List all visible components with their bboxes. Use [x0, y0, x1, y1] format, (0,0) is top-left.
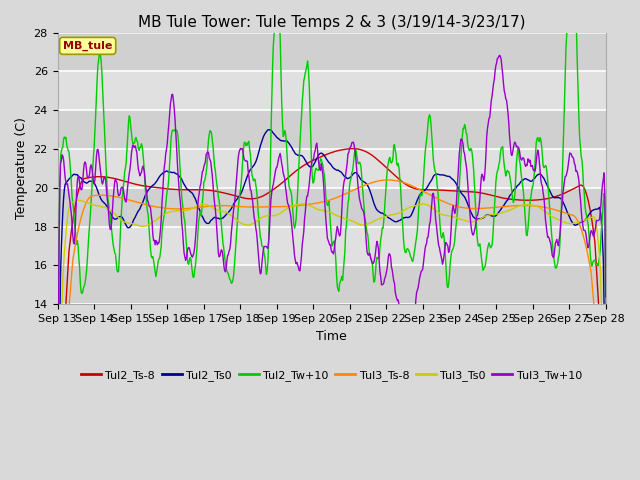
Tul2_Ts0 — [120, 217, 128, 223]
Tul3_Ts-8 — [602, 439, 609, 444]
Tul3_Tw+10 — [414, 285, 422, 291]
Tul2_Ts0 — [175, 174, 183, 180]
Tul3_Ts0 — [415, 202, 422, 208]
Tul3_Ts-8 — [63, 324, 71, 330]
Bar — [58, 33, 605, 72]
Tul2_Ts-8 — [175, 187, 183, 192]
Tul2_Ts0 — [399, 216, 406, 221]
Tul3_Ts0 — [602, 432, 609, 438]
Line: Tul3_Ts0: Tul3_Ts0 — [58, 200, 605, 445]
Tul2_Ts0 — [205, 220, 212, 226]
Tul2_Ts-8 — [54, 441, 61, 446]
Tul3_Tw+10 — [175, 192, 183, 197]
Tul3_Ts0 — [177, 208, 184, 214]
Tul3_Ts-8 — [415, 186, 422, 192]
Tul2_Ts-8 — [63, 275, 71, 281]
Tul3_Ts-8 — [205, 204, 212, 209]
Tul3_Ts0 — [63, 216, 71, 221]
Tul3_Tw+10 — [63, 181, 71, 187]
Tul3_Ts0 — [121, 219, 129, 225]
Tul3_Tw+10 — [120, 191, 128, 196]
Line: Tul2_Ts0: Tul2_Ts0 — [58, 130, 605, 455]
Tul2_Tw+10 — [398, 214, 406, 220]
Tul3_Ts-8 — [54, 444, 61, 449]
Tul3_Ts0 — [54, 443, 61, 448]
Tul2_Ts0 — [265, 127, 273, 132]
Tul2_Tw+10 — [63, 145, 71, 151]
Tul2_Tw+10 — [602, 300, 609, 306]
Line: Tul2_Tw+10: Tul2_Tw+10 — [58, 0, 605, 450]
Line: Tul2_Ts-8: Tul2_Ts-8 — [58, 149, 605, 444]
Bar — [58, 72, 605, 110]
Tul3_Ts0 — [74, 197, 82, 203]
Tul2_Ts0 — [602, 397, 609, 403]
Tul3_Ts0 — [399, 208, 406, 214]
Tul3_Tw+10 — [54, 444, 61, 450]
Bar — [58, 265, 605, 304]
Tul2_Tw+10 — [205, 138, 212, 144]
Tul2_Tw+10 — [414, 216, 422, 221]
X-axis label: Time: Time — [316, 330, 347, 343]
Tul3_Ts-8 — [175, 206, 183, 212]
Tul3_Tw+10 — [602, 294, 609, 300]
Title: MB Tule Tower: Tule Temps 2 & 3 (3/19/14-3/23/17): MB Tule Tower: Tule Temps 2 & 3 (3/19/14… — [138, 15, 525, 30]
Line: Tul3_Tw+10: Tul3_Tw+10 — [58, 55, 605, 447]
Text: MB_tule: MB_tule — [63, 41, 113, 51]
Line: Tul3_Ts-8: Tul3_Ts-8 — [58, 180, 605, 446]
Tul2_Ts-8 — [415, 187, 422, 192]
Tul3_Ts0 — [205, 203, 213, 209]
Tul3_Tw+10 — [398, 328, 406, 334]
Tul2_Ts-8 — [602, 422, 609, 428]
Tul2_Tw+10 — [54, 447, 61, 453]
Bar — [58, 227, 605, 265]
Tul2_Tw+10 — [175, 155, 183, 161]
Tul3_Tw+10 — [496, 52, 504, 58]
Bar — [58, 188, 605, 227]
Bar — [58, 110, 605, 149]
Tul2_Ts0 — [63, 178, 71, 184]
Y-axis label: Temperature (C): Temperature (C) — [15, 118, 28, 219]
Tul3_Ts-8 — [399, 180, 406, 185]
Legend: Tul2_Ts-8, Tul2_Ts0, Tul2_Tw+10, Tul3_Ts-8, Tul3_Ts0, Tul3_Tw+10: Tul2_Ts-8, Tul2_Ts0, Tul2_Tw+10, Tul3_Ts… — [77, 366, 587, 386]
Tul2_Tw+10 — [120, 180, 128, 185]
Tul3_Tw+10 — [205, 150, 212, 156]
Bar — [58, 149, 605, 188]
Tul3_Ts-8 — [384, 177, 392, 183]
Tul3_Ts-8 — [120, 196, 128, 202]
Tul2_Ts0 — [415, 193, 422, 199]
Tul2_Ts-8 — [399, 180, 406, 185]
Tul2_Ts-8 — [349, 146, 357, 152]
Tul2_Ts-8 — [205, 187, 212, 193]
Tul2_Ts0 — [54, 452, 61, 458]
Tul2_Ts-8 — [120, 178, 128, 184]
